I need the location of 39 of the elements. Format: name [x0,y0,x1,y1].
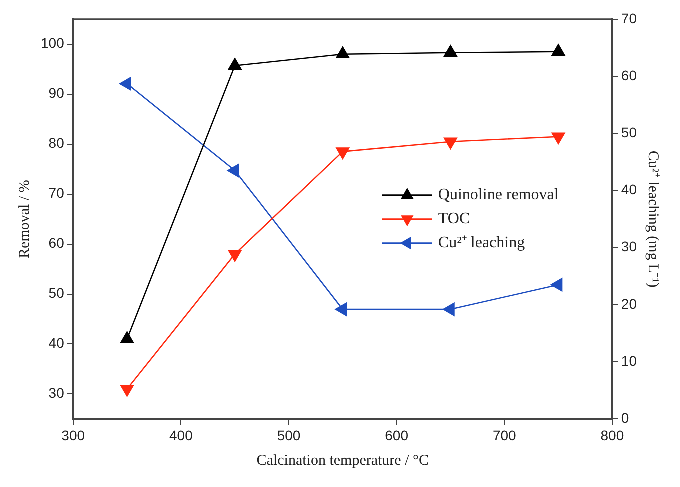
y2-tick-label: 70 [621,10,638,26]
legend-label: Cu²⁺ leaching [438,234,526,252]
y-tick-label: 90 [48,85,65,102]
x-tick-label: 400 [169,427,194,444]
y2-tick-label: 60 [621,67,638,84]
point [335,302,348,316]
point [228,58,242,70]
y2-tick-label: 30 [621,238,638,255]
y2-tick-label: 0 [621,410,630,426]
y-tick-label: 50 [48,285,65,302]
y2-axis-title: Cu²⁺ leaching (mg L⁻¹) [645,150,662,288]
y-axis-title: Removal / % [16,180,33,258]
point [227,164,240,178]
y-tick-label: 70 [48,185,65,202]
y-tick-label: 40 [48,335,65,352]
y2-tick-label: 10 [621,352,638,369]
x-tick-label: 700 [492,427,517,444]
y-tick-label: 100 [41,35,65,52]
point [336,46,350,59]
point [120,385,134,397]
x-tick-label: 800 [600,427,624,444]
point [443,302,455,316]
point [228,250,242,262]
point [120,77,132,91]
legend-label: TOC [438,210,470,228]
y-tick-label: 60 [48,235,65,252]
point [444,45,458,58]
x-tick-label: 500 [277,427,301,444]
legend-label: Quinoline removal [438,186,560,204]
point [550,278,563,292]
x-tick-label: 600 [385,427,409,444]
y-tick-label: 80 [48,135,65,152]
point [552,44,566,56]
y2-tick-label: 40 [621,182,638,198]
y2-tick-label: 20 [621,296,638,312]
y2-tick-label: 50 [621,124,638,140]
x-tick-label: 300 [62,427,86,444]
y-tick-label: 30 [48,385,65,402]
x-axis-title: Calcination temperature / °C [256,452,429,469]
